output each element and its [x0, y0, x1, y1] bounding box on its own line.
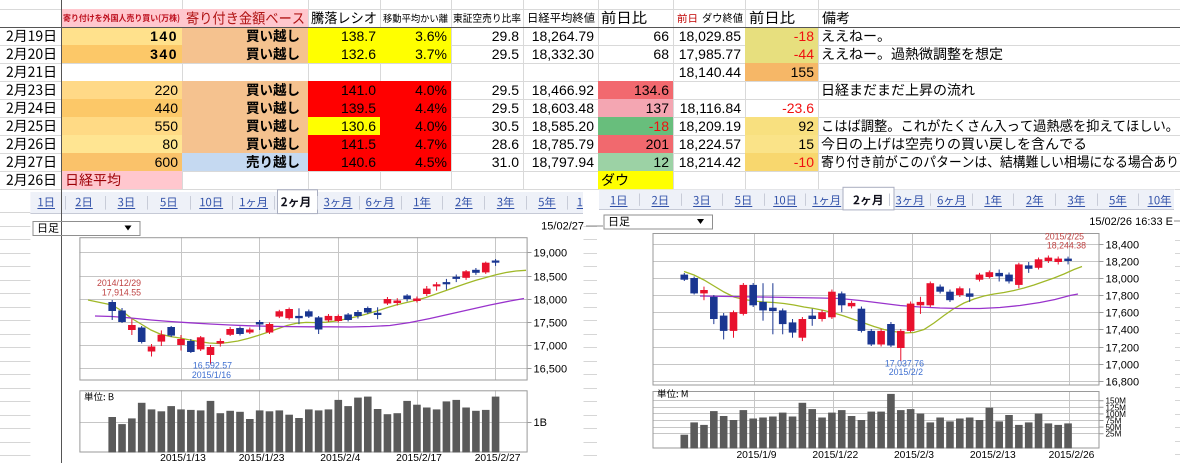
- svg-text:-18: -18: [794, 28, 814, 44]
- svg-text:29.5: 29.5: [492, 100, 519, 116]
- svg-text:2015/2/27: 2015/2/27: [475, 453, 521, 463]
- svg-text:2014/12/29: 2014/12/29: [97, 278, 141, 288]
- svg-text:2015/2/3: 2015/2/3: [894, 450, 934, 461]
- svg-text:68: 68: [653, 46, 669, 62]
- svg-text:75M: 75M: [1106, 417, 1122, 426]
- svg-text:18,400: 18,400: [1106, 239, 1140, 251]
- svg-text:29.5: 29.5: [492, 46, 519, 62]
- svg-text:134.6: 134.6: [634, 82, 669, 98]
- svg-text:18,000: 18,000: [534, 294, 568, 306]
- svg-text:2015/2/17: 2015/2/17: [396, 453, 442, 463]
- svg-text:25M: 25M: [1106, 430, 1122, 439]
- svg-text:17,037.76: 17,037.76: [885, 359, 924, 369]
- svg-text:30.5: 30.5: [492, 118, 519, 134]
- svg-text:18,332.30: 18,332.30: [532, 46, 594, 62]
- svg-text:150M: 150M: [1106, 397, 1127, 406]
- svg-text:66: 66: [653, 28, 669, 44]
- svg-text:19,000: 19,000: [534, 247, 568, 259]
- svg-text:340: 340: [150, 46, 178, 62]
- svg-text:28.6: 28.6: [492, 136, 519, 152]
- svg-text:50M: 50M: [1106, 423, 1122, 432]
- svg-text:29.5: 29.5: [492, 82, 519, 98]
- svg-text:17,500: 17,500: [534, 317, 568, 329]
- svg-text:16,592.57: 16,592.57: [193, 361, 232, 371]
- svg-text:140.6: 140.6: [341, 154, 376, 170]
- svg-text:137: 137: [646, 100, 670, 116]
- svg-text:600: 600: [155, 154, 179, 170]
- svg-text:17,000: 17,000: [534, 340, 568, 352]
- svg-text:100M: 100M: [1106, 410, 1127, 419]
- svg-text:17,800: 17,800: [1106, 290, 1140, 302]
- svg-text:18,466.92: 18,466.92: [532, 82, 594, 98]
- svg-text:17,600: 17,600: [1106, 307, 1140, 319]
- svg-text:18,264.79: 18,264.79: [532, 28, 594, 44]
- svg-text:4.0%: 4.0%: [415, 118, 447, 134]
- svg-text:18,000: 18,000: [1106, 273, 1140, 285]
- svg-text:2015/1/13: 2015/1/13: [160, 453, 206, 463]
- svg-text:18,029.85: 18,029.85: [679, 28, 741, 44]
- svg-text:-18: -18: [649, 118, 669, 134]
- svg-text:4.4%: 4.4%: [415, 100, 447, 116]
- svg-text:12: 12: [653, 154, 669, 170]
- svg-text:2015/1/16: 2015/1/16: [192, 370, 231, 380]
- svg-text:550: 550: [155, 118, 179, 134]
- svg-text:201: 201: [646, 136, 670, 152]
- svg-text:92: 92: [798, 118, 814, 134]
- svg-text:18,785.79: 18,785.79: [532, 136, 594, 152]
- svg-text:17,985.77: 17,985.77: [679, 46, 741, 62]
- svg-text:17,000: 17,000: [1106, 359, 1140, 371]
- svg-text:2015/2/4: 2015/2/4: [320, 453, 360, 463]
- svg-text:141.5: 141.5: [341, 136, 376, 152]
- svg-text:18,116.84: 18,116.84: [680, 100, 741, 116]
- svg-text:3.6%: 3.6%: [415, 28, 447, 44]
- svg-text:17,200: 17,200: [1106, 342, 1140, 354]
- svg-text:17,400: 17,400: [1106, 324, 1140, 336]
- svg-text:2015/2/26: 2015/2/26: [1049, 450, 1095, 461]
- svg-text:18,797.94: 18,797.94: [532, 154, 594, 170]
- svg-text:130.6: 130.6: [341, 118, 376, 134]
- svg-text:15: 15: [798, 136, 814, 152]
- svg-text:2015/2/13: 2015/2/13: [970, 450, 1016, 461]
- svg-text:440: 440: [155, 100, 179, 116]
- svg-text:132.6: 132.6: [341, 46, 376, 62]
- svg-text:139.5: 139.5: [341, 100, 376, 116]
- svg-text:138.7: 138.7: [341, 28, 376, 44]
- svg-text:18,500: 18,500: [534, 271, 568, 283]
- svg-text:2015/1/9: 2015/1/9: [736, 450, 776, 461]
- svg-text:-10: -10: [794, 154, 814, 170]
- svg-text:17,914.55: 17,914.55: [102, 287, 141, 297]
- svg-text:2015/2/25: 2015/2/25: [1045, 231, 1084, 241]
- svg-text:18,224.57: 18,224.57: [679, 136, 741, 152]
- svg-text:-23.6: -23.6: [782, 100, 814, 116]
- svg-text:2015/2/2: 2015/2/2: [889, 367, 923, 377]
- svg-text:29.8: 29.8: [492, 28, 519, 44]
- svg-text:2015/1/22: 2015/1/22: [812, 450, 858, 461]
- svg-text:141.0: 141.0: [341, 82, 376, 98]
- svg-text:155: 155: [791, 64, 815, 80]
- svg-text:15/02/27: 15/02/27: [541, 221, 584, 233]
- svg-text:16,500: 16,500: [534, 363, 568, 375]
- svg-text:80: 80: [162, 136, 178, 152]
- svg-text:18,244.38: 18,244.38: [1047, 241, 1086, 251]
- svg-text:140: 140: [150, 28, 178, 44]
- svg-text:1B: 1B: [534, 417, 547, 429]
- svg-text:220: 220: [155, 82, 179, 98]
- svg-text:2015/1/23: 2015/1/23: [239, 453, 285, 463]
- svg-text:4.0%: 4.0%: [415, 82, 447, 98]
- svg-text:18,140.44: 18,140.44: [679, 64, 741, 80]
- svg-text:-44: -44: [794, 46, 814, 62]
- svg-text:4.5%: 4.5%: [415, 154, 447, 170]
- svg-text:3.7%: 3.7%: [415, 46, 447, 62]
- svg-text:15/02/26 16:33 E: 15/02/26 16:33 E: [1089, 216, 1173, 228]
- svg-text:18,585.20: 18,585.20: [532, 118, 594, 134]
- svg-text:16,800: 16,800: [1106, 376, 1140, 388]
- svg-text:18,603.48: 18,603.48: [532, 100, 594, 116]
- svg-text:31.0: 31.0: [492, 154, 519, 170]
- svg-text:18,209.19: 18,209.19: [679, 118, 741, 134]
- svg-text:18,214.42: 18,214.42: [679, 154, 741, 170]
- svg-text:4.7%: 4.7%: [415, 136, 447, 152]
- svg-text:18,200: 18,200: [1106, 256, 1140, 268]
- svg-text:125M: 125M: [1106, 403, 1127, 412]
